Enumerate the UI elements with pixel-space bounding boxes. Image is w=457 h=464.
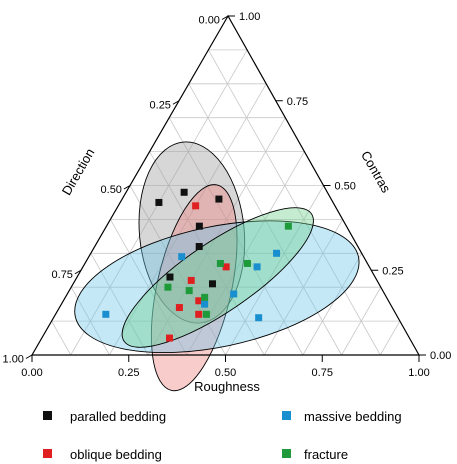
legend-item-paralled-bedding: paralled bedding [43, 409, 166, 424]
legend-item-fracture: fracture [282, 447, 348, 462]
tick-label-contras: 0.50 [335, 181, 356, 193]
data-point [155, 198, 163, 206]
grid-line [51, 320, 72, 356]
tick-label-contras: 0.75 [287, 96, 308, 108]
tick-label-contras: 0.25 [382, 265, 403, 277]
data-point [215, 195, 223, 203]
data-point [195, 310, 203, 318]
grid-line [110, 219, 188, 356]
grid-line [341, 286, 382, 356]
legend-label-paralled-bedding: paralled bedding [70, 409, 166, 424]
legend-swatch-oblique-bedding [43, 449, 52, 458]
data-point [187, 276, 195, 284]
tick-mark-direction [123, 185, 131, 190]
data-point [192, 202, 200, 210]
data-point [201, 293, 209, 301]
legend-swatch-fracture [282, 449, 291, 458]
data-point [195, 222, 203, 230]
grid-line [129, 185, 226, 356]
grid-line [208, 49, 381, 356]
tick-mark-direction [221, 15, 229, 20]
tick-label-roughness: 0.00 [21, 367, 42, 379]
grid-line [302, 253, 363, 356]
grid-line [147, 117, 286, 356]
data-point [216, 259, 224, 267]
axis-title-direction: Direction [59, 146, 98, 198]
data-point [102, 310, 110, 318]
tick-label-contras: 1.00 [239, 11, 260, 23]
tick-label-roughness: 0.75 [312, 367, 333, 379]
data-points [102, 188, 292, 342]
grid-line [168, 117, 304, 356]
tick-label-direction: 0.50 [101, 184, 122, 196]
grid-line [263, 219, 343, 356]
grid-line [225, 185, 324, 356]
data-point [243, 259, 251, 267]
data-point [202, 310, 210, 318]
data-point [164, 283, 172, 291]
cluster-ellipses [74, 141, 360, 392]
grid-lines [51, 49, 401, 356]
data-point [185, 287, 193, 295]
tick-labels: 0.00 0.25 0.50 0.75 1.000.000.250.500.751.00… [3, 11, 452, 379]
data-point [208, 280, 216, 288]
tick-mark-direction [172, 100, 180, 105]
data-point [195, 297, 203, 305]
data-point [178, 253, 186, 261]
legend-label-massive-bedding: massive bedding [304, 409, 402, 424]
cluster-ellipse [74, 220, 360, 354]
legend-label-fracture: fracture [304, 447, 348, 462]
tick-label-roughness: 1.00 [408, 367, 429, 379]
data-point [222, 263, 230, 271]
data-point [284, 222, 292, 230]
tick-label-direction: 0.00 [199, 15, 220, 27]
tick-label-roughness: 0.50 [215, 367, 236, 379]
data-point [175, 304, 183, 312]
tick-mark-direction [25, 354, 33, 359]
legend: paralled bedding massive bedding oblique… [43, 409, 402, 462]
cluster-ellipse [138, 141, 246, 324]
tick-label-direction: 0.75 [52, 269, 73, 281]
legend-label-oblique-bedding: oblique bedding [70, 447, 162, 462]
grid-line [90, 253, 149, 356]
data-point [166, 273, 174, 281]
data-point [230, 290, 238, 298]
legend-swatch-massive-bedding [282, 411, 291, 420]
tick-label-direction: 1.00 [3, 354, 24, 366]
legend-item-oblique-bedding: oblique bedding [43, 447, 162, 462]
tick-mark-direction [74, 269, 82, 275]
legend-swatch-paralled-bedding [43, 411, 52, 420]
axis-title-contras: Contras [358, 148, 394, 195]
data-point [255, 314, 263, 322]
tick-label-roughness: 0.25 [118, 367, 139, 379]
tick-label-contras: 0.00 [430, 350, 451, 362]
axis-title-roughness: Roughness [194, 379, 260, 394]
legend-item-massive-bedding: massive bedding [282, 409, 402, 424]
data-point [273, 249, 281, 257]
grid-line [379, 320, 401, 356]
data-point [180, 188, 188, 196]
data-point [195, 243, 203, 251]
tick-label-direction: 0.25 [150, 99, 171, 111]
data-point [201, 300, 209, 308]
data-point [166, 334, 174, 342]
data-point [253, 263, 261, 271]
